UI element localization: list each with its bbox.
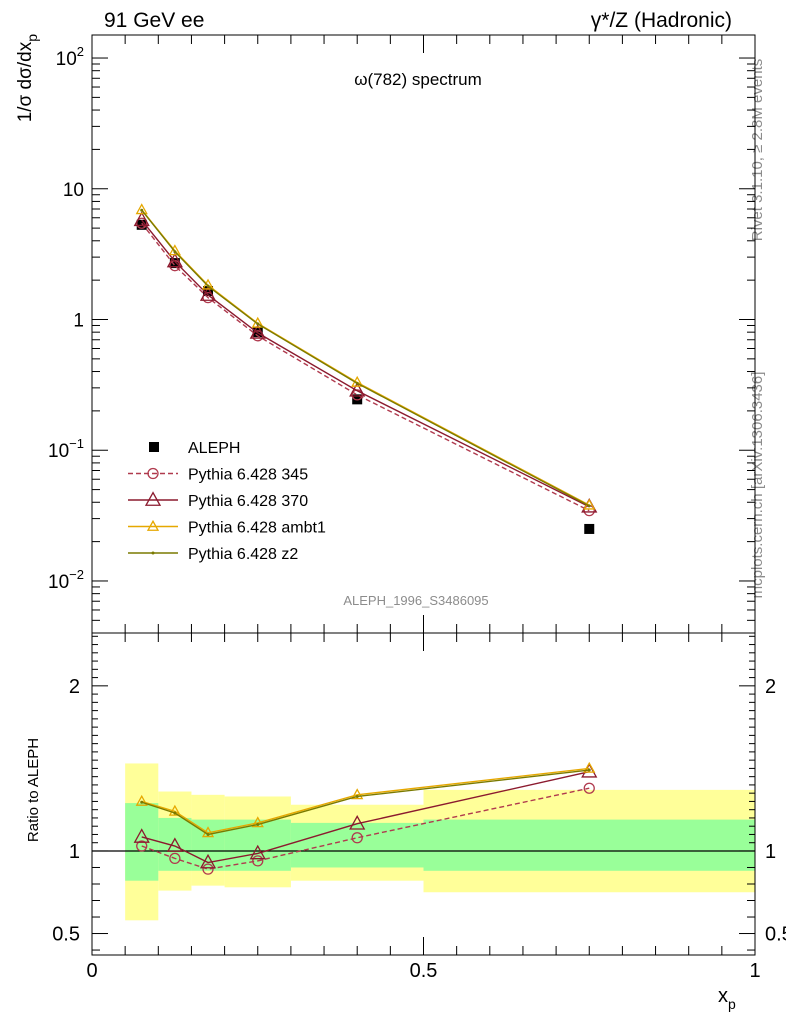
series-point xyxy=(133,211,150,227)
x-tick-label: 0.5 xyxy=(410,960,438,982)
ratio-y-tick-label-right: 0.5 xyxy=(765,924,786,946)
legend-marker xyxy=(144,491,162,506)
rivet-version-label: Rivet 3.1.10, ≥ 2.8M events xyxy=(749,59,766,242)
main-y-axis-title-sub: p xyxy=(24,34,40,42)
y-tick-label: 102 xyxy=(56,44,84,70)
ratio-series-point xyxy=(135,794,148,806)
ratio-series-point xyxy=(583,761,596,773)
x-tick-label: 0 xyxy=(86,960,97,982)
ratio-series-point xyxy=(351,788,364,800)
y-tick-label: 10−2 xyxy=(48,567,84,593)
series-point xyxy=(587,504,591,508)
series-point xyxy=(249,324,266,339)
main-panel: 10−2 10−1 1 10 102 ω(782) spectrum ALEPH_199… xyxy=(15,34,756,634)
series-point xyxy=(199,286,217,301)
x-axis-title-text: x xyxy=(718,985,728,1007)
ratio-series-point xyxy=(256,823,260,827)
mcplots-label: mcplots.cern.ch [arXiv:1306.3436] xyxy=(749,372,766,599)
series-point xyxy=(140,208,144,212)
data-point xyxy=(169,258,180,269)
legend-label: Pythia 6.428 z2 xyxy=(188,546,298,563)
uncertainty-band-inner xyxy=(423,819,755,871)
legend-item: Pythia 6.428 370 xyxy=(128,491,308,510)
header-right-label: γ*/Z (Hadronic) xyxy=(591,9,732,32)
y-tick-label: 10 xyxy=(63,180,84,201)
legend-item: Pythia 6.428 z2 xyxy=(128,546,298,563)
ratio-series-point xyxy=(251,816,264,828)
ratio-series-point xyxy=(349,815,366,830)
ratio-series-point xyxy=(140,800,144,804)
ratio-series-point xyxy=(206,832,210,836)
ratio-series-point xyxy=(133,828,150,843)
ratio-series-line xyxy=(141,769,590,836)
analysis-tag: ALEPH_1996_S3486095 xyxy=(343,593,488,608)
legend-marker xyxy=(149,442,159,452)
series-point xyxy=(206,284,210,288)
ratio-series-point xyxy=(587,768,591,772)
legend-label: Pythia 6.428 370 xyxy=(188,493,308,510)
series-line xyxy=(141,209,590,507)
legend-marker xyxy=(146,519,160,531)
legend: ALEPH Pythia 6.428 345 Pythia 6.428 370 Pyt… xyxy=(128,440,326,563)
ratio-series-point xyxy=(168,804,181,816)
series-point xyxy=(173,250,177,254)
uncertainty-band-inner xyxy=(290,822,424,868)
ratio-y-tick-label-left: 2 xyxy=(69,676,80,698)
series-point xyxy=(136,217,148,229)
legend-marker xyxy=(151,551,155,555)
ratio-series-line xyxy=(141,771,590,864)
ratio-series-point xyxy=(355,794,359,798)
ratio-y-axis-title: Ratio to ALEPH xyxy=(25,738,42,842)
ratio-series-layer xyxy=(133,761,598,875)
ratio-y-tick-label-right: 1 xyxy=(765,841,776,863)
ratio-y-tick-label-left: 1 xyxy=(69,841,80,863)
ratio-series-line xyxy=(141,767,590,834)
ratio-series-point xyxy=(173,811,177,815)
ratio-panel: 0.50.5112200.51 Ratio to ALEPH xp xyxy=(25,632,786,1012)
series-line xyxy=(141,222,590,512)
legend-item: Pythia 6.428 345 xyxy=(128,467,308,484)
data-point xyxy=(203,286,214,297)
legend-item: Pythia 6.428 ambt1 xyxy=(128,520,326,537)
ratio-band-layer xyxy=(92,763,755,921)
ratio-series-point xyxy=(166,837,183,852)
ratio-y-tick-label-right: 2 xyxy=(765,676,776,698)
series-point xyxy=(135,203,148,215)
series-point xyxy=(355,381,359,385)
series-point xyxy=(168,244,181,256)
x-axis-title-sub: p xyxy=(728,996,736,1012)
y-tick-label: 10−1 xyxy=(48,436,84,462)
chart-title: ω(782) spectrum xyxy=(354,70,482,89)
ratio-tick-layer: 0.50.5112200.51 xyxy=(52,633,786,982)
ratio-y-tick-label-left: 0.5 xyxy=(52,924,80,946)
series-point xyxy=(256,322,260,326)
legend-marker xyxy=(147,467,159,480)
ratio-series-point xyxy=(202,863,214,875)
legend-label: ALEPH xyxy=(188,440,240,457)
series-point xyxy=(166,252,183,268)
ratio-series-point xyxy=(136,840,148,852)
header-left-label: 91 GeV ee xyxy=(104,9,204,32)
legend-label: Pythia 6.428 345 xyxy=(188,467,308,484)
legend-label: Pythia 6.428 ambt1 xyxy=(188,520,326,537)
ratio-series-point xyxy=(583,782,595,794)
x-axis-title: xp xyxy=(718,985,736,1012)
data-point xyxy=(584,523,595,534)
ratio-series-point xyxy=(252,855,264,867)
legend-item: ALEPH xyxy=(149,440,240,457)
ratio-series-point xyxy=(199,853,217,869)
ratio-series-point xyxy=(169,852,181,865)
main-tick-layer: 10−2 10−1 1 10 102 xyxy=(48,35,756,634)
series-point xyxy=(351,389,363,401)
ratio-series-point xyxy=(249,844,266,860)
ratio-series-point xyxy=(351,832,363,844)
series-point xyxy=(349,382,366,397)
x-tick-label: 1 xyxy=(749,960,760,982)
main-series-layer xyxy=(133,203,598,534)
y-tick-label: 1 xyxy=(73,310,84,331)
main-y-axis-title: 1/σ dσ/dxp xyxy=(15,34,40,123)
uncertainty-band-inner xyxy=(158,817,192,871)
main-y-axis-title-text: 1/σ dσ/dx xyxy=(15,41,36,122)
